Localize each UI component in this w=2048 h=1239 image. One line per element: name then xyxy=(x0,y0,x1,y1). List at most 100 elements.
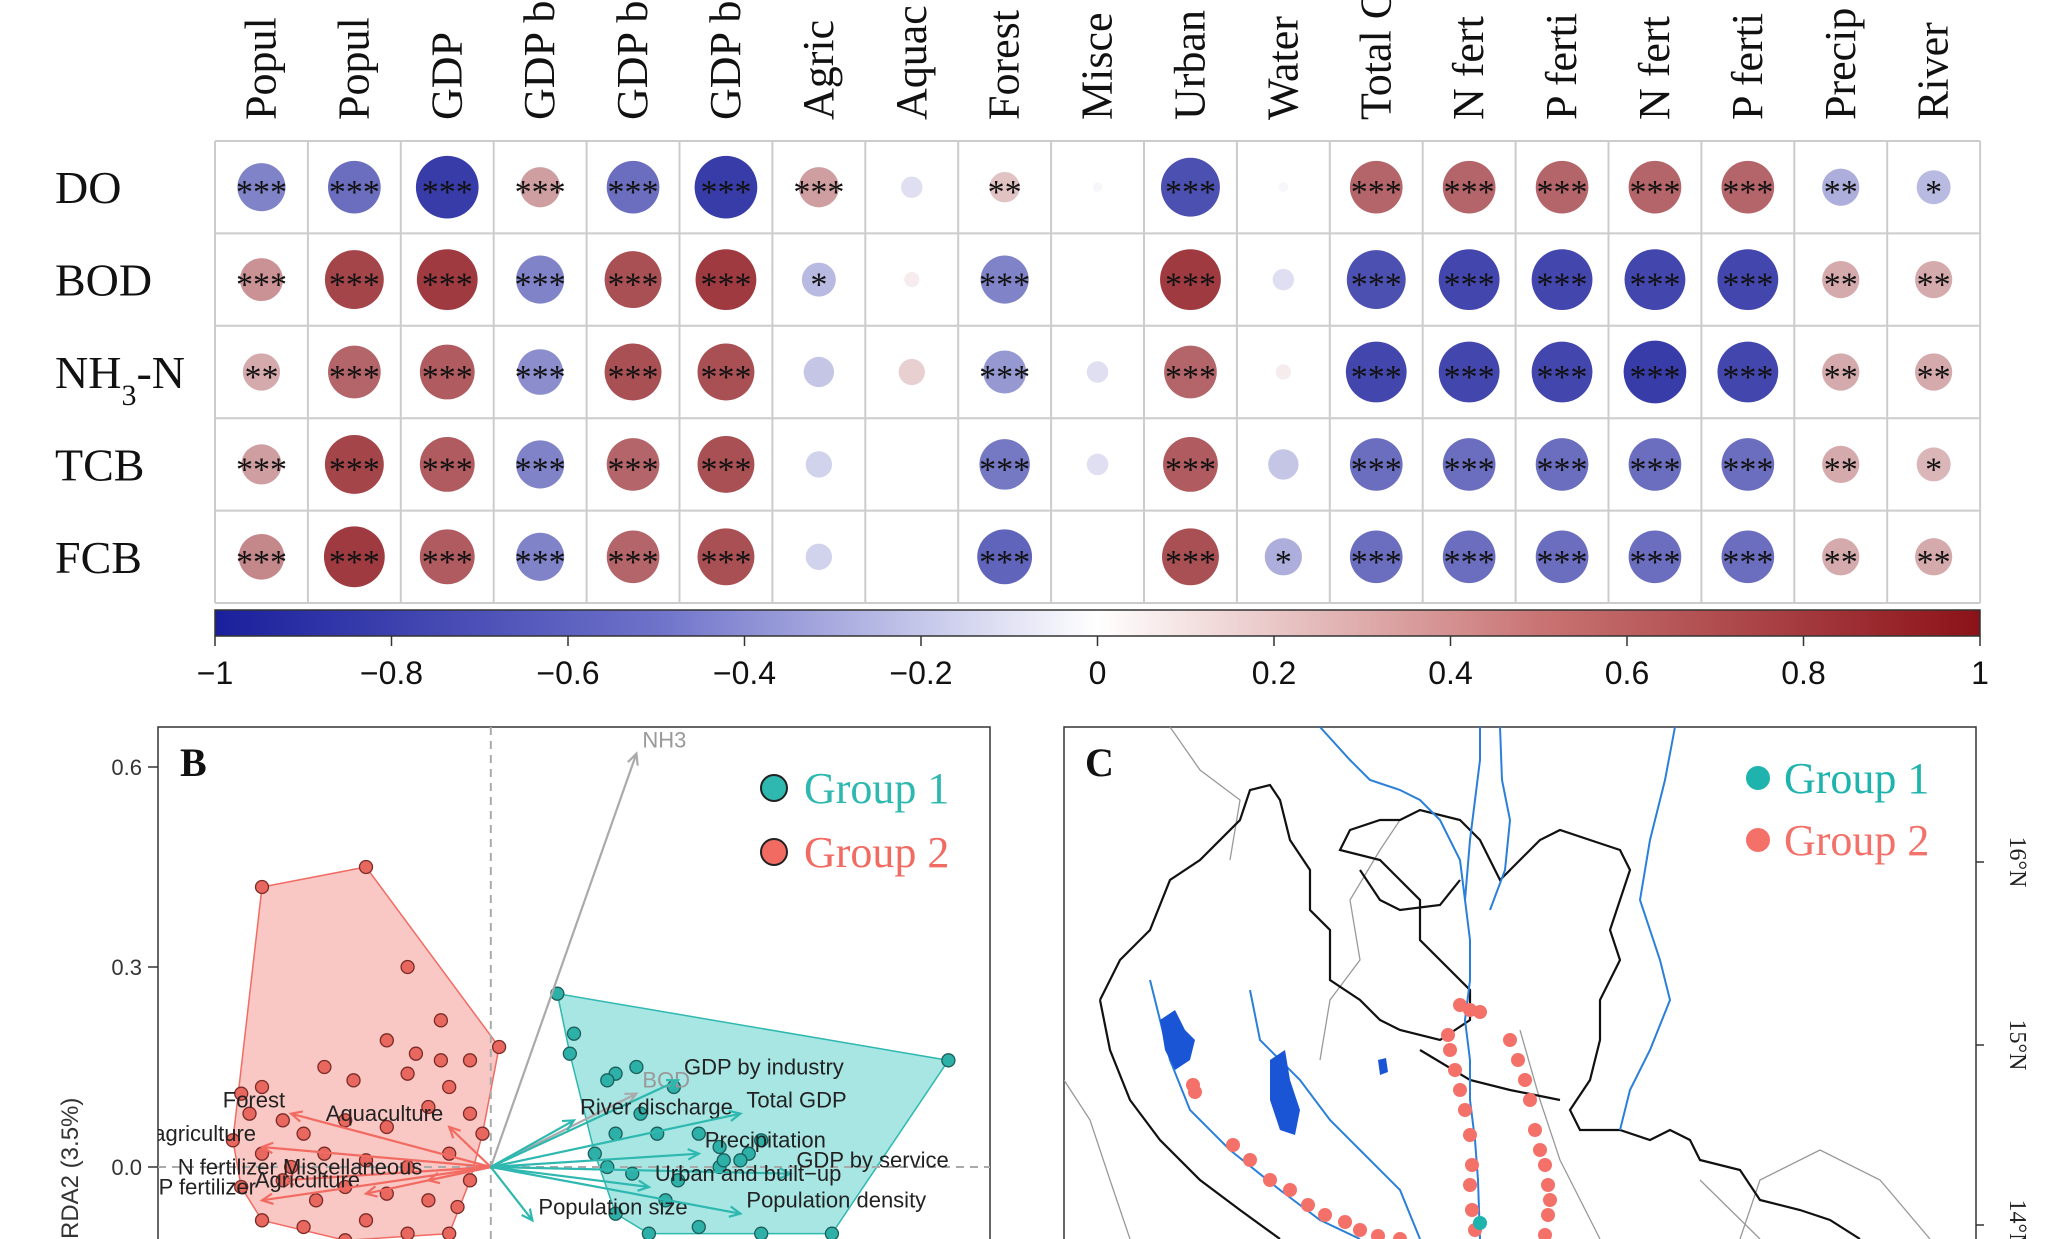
group1-point xyxy=(754,1133,769,1148)
map-point-group2 xyxy=(1518,1073,1532,1087)
correlation-circle xyxy=(1438,249,1500,311)
correlation-circle xyxy=(798,167,839,208)
significance-label: * xyxy=(1275,544,1292,581)
group2-point xyxy=(296,1219,311,1235)
correlation-circle xyxy=(328,345,381,399)
significance-label: *** xyxy=(329,544,380,581)
significance-label: *** xyxy=(236,451,287,488)
correlation-circle xyxy=(1092,182,1103,193)
colorbar: −1 −0.8 −0.6 −0.4 −0.2 0 0.2 0.4 0.6 0.8 1 xyxy=(197,609,1989,691)
correlation-circle xyxy=(983,350,1027,394)
correlation-circle xyxy=(801,262,836,297)
significance-label: *** xyxy=(1537,544,1588,581)
significance-label: ** xyxy=(1917,544,1951,581)
map-boundary-black xyxy=(1098,783,1861,1239)
significance-label: *** xyxy=(1722,359,1773,396)
group2-point xyxy=(358,859,374,875)
significance-label: *** xyxy=(1444,174,1495,211)
group2-point xyxy=(400,1066,415,1081)
group2-point xyxy=(338,1113,353,1128)
group1-point xyxy=(641,1226,657,1239)
rda-vector-label: GDP by agriculture xyxy=(71,1121,256,1146)
rda-vector-head xyxy=(521,1208,534,1223)
colorbar-tick-label: −1 xyxy=(197,655,233,691)
column-label: Popul xyxy=(329,17,378,120)
group2-point xyxy=(475,1126,490,1141)
rda-vector-head xyxy=(728,1109,743,1122)
correlation-circle xyxy=(1721,530,1775,584)
group1-point xyxy=(650,1126,665,1141)
column-label: GDP xyxy=(422,32,471,120)
lat-label: 15°N xyxy=(2004,1020,2030,1071)
correlation-circle xyxy=(416,249,478,311)
correlation-circle xyxy=(419,529,475,585)
map-point-group2 xyxy=(1318,1208,1332,1222)
significance-label: *** xyxy=(515,267,566,304)
rda-vector-label: GDP by service xyxy=(796,1148,948,1173)
significance-label: *** xyxy=(1722,544,1773,581)
column-label: N fert xyxy=(1444,16,1493,120)
significance-label: *** xyxy=(1351,174,1402,211)
correlation-circle xyxy=(516,532,565,581)
significance-label: *** xyxy=(608,451,659,488)
group1-point xyxy=(566,1026,582,1041)
map-point-group2 xyxy=(1533,1143,1547,1157)
correlation-circle xyxy=(980,255,1029,304)
rda-vector-label: Forest xyxy=(223,1088,285,1113)
significance-label: *** xyxy=(979,544,1030,581)
map-point-group2 xyxy=(1473,1005,1487,1019)
correlation-circle xyxy=(606,438,660,491)
row-label: TCB xyxy=(55,439,144,490)
map-point-group2 xyxy=(1538,1228,1552,1239)
map-point-group1 xyxy=(1473,1216,1487,1230)
map-point-group2 xyxy=(1543,1193,1557,1207)
map-point-group2 xyxy=(1528,1123,1542,1137)
correlation-circle xyxy=(238,533,285,580)
significance-label: *** xyxy=(979,451,1030,488)
map-point-group2 xyxy=(1463,1178,1477,1192)
correlation-circle xyxy=(1535,530,1589,584)
group1-point xyxy=(691,1126,706,1141)
map-point-group2 xyxy=(1463,1128,1477,1142)
correlation-circle xyxy=(1094,553,1101,560)
map-boundary-gray xyxy=(1064,727,1931,1239)
map-point-group2 xyxy=(1538,1158,1552,1172)
correlation-circle xyxy=(989,171,1020,203)
significance-label: *** xyxy=(1444,267,1495,304)
rda-vector-label: N fertilizer xyxy=(178,1154,277,1179)
group2-point xyxy=(400,1226,415,1239)
group1-point xyxy=(691,1219,706,1235)
significance-label: *** xyxy=(1537,174,1588,211)
correlation-circle xyxy=(1349,530,1403,584)
group2-point xyxy=(421,1099,436,1115)
group2-point xyxy=(254,879,270,895)
map-point-group2 xyxy=(1523,1093,1537,1107)
correlation-circle xyxy=(237,163,286,212)
significance-label: *** xyxy=(1722,451,1773,488)
correlation-circle xyxy=(898,358,925,386)
legend-label: Group 2 xyxy=(1784,816,1929,865)
column-label: Aquac xyxy=(887,5,936,120)
significance-label: *** xyxy=(700,544,751,581)
rda-vector xyxy=(261,1165,491,1202)
group2-point xyxy=(462,1173,478,1188)
correlation-circle xyxy=(1822,538,1860,576)
significance-label: *** xyxy=(1165,359,1216,396)
significance-label: *** xyxy=(979,267,1030,304)
group2-point xyxy=(400,959,415,975)
group2-point xyxy=(338,1233,353,1239)
significance-label: *** xyxy=(1722,174,1773,211)
group2-point xyxy=(242,1106,257,1121)
significance-label: *** xyxy=(1629,174,1680,211)
colorbar-tick-label: −0.6 xyxy=(536,655,599,691)
rda-vector-head xyxy=(687,1148,702,1161)
correlation-circle xyxy=(517,349,563,395)
correlation-circle xyxy=(695,249,757,311)
legend-label: Group 2 xyxy=(804,828,949,877)
group2-point xyxy=(442,1079,457,1095)
correlation-circle xyxy=(1086,361,1109,383)
group1-point xyxy=(754,1226,769,1239)
group1-point xyxy=(733,1153,748,1168)
rda-vector xyxy=(490,1119,575,1168)
column-label: GDP b xyxy=(701,1,750,120)
